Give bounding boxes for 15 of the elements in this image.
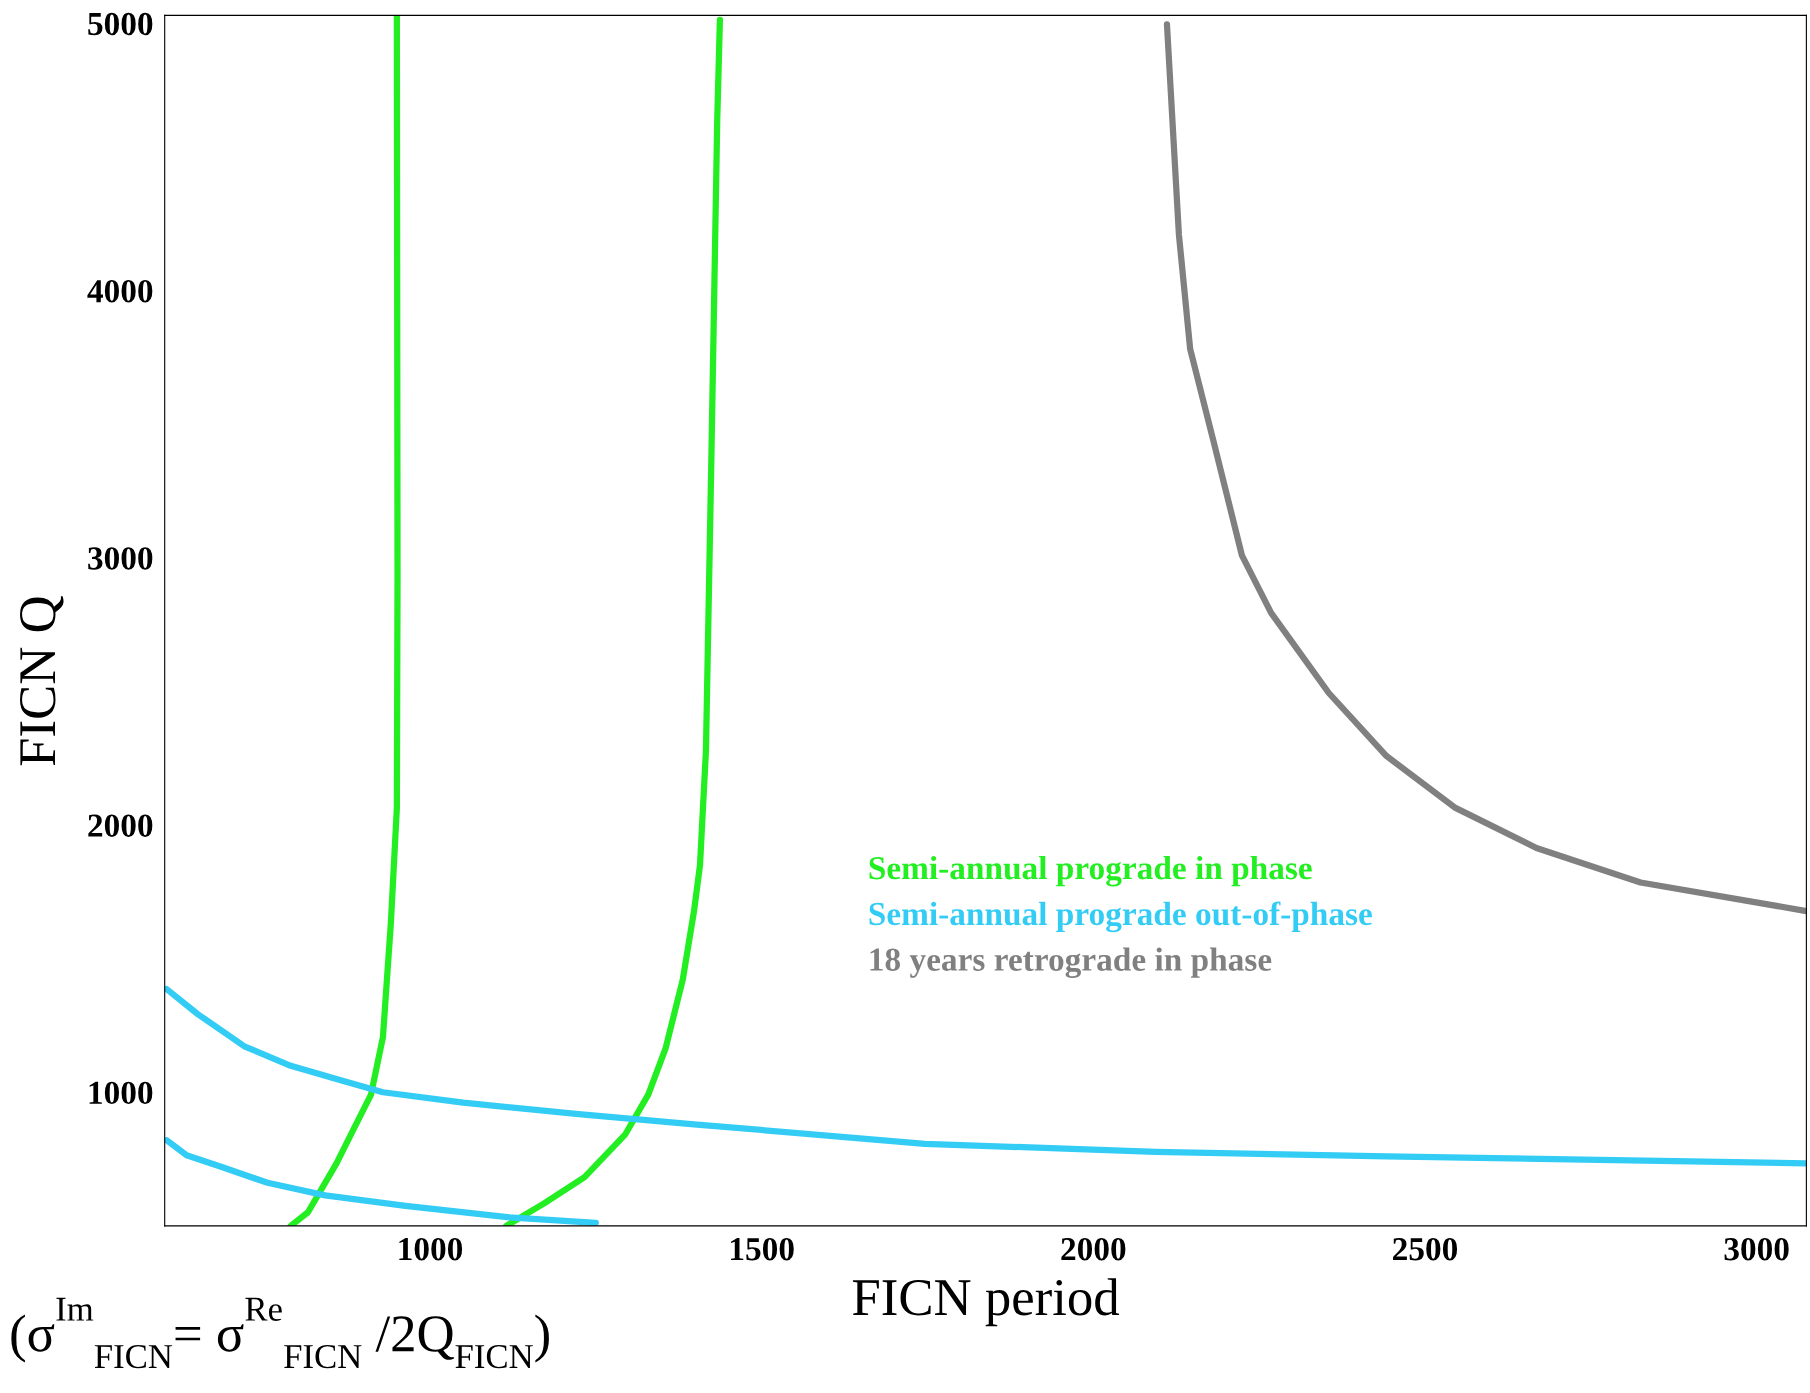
y-tick-label: 4000 [87,279,153,303]
x-tick-label: 3000 [1724,1237,1789,1261]
x-tick-label: 1000 [399,1237,463,1261]
text: 18 years retrograde in phase [870,947,1272,978]
y-axis-title: FICN Q [20,596,64,766]
y-tick-label: 5000 [88,12,153,36]
x-tick-label: 1500 [731,1237,794,1261]
x-tick-label: 2500 [1393,1237,1458,1261]
x-tick-label: 2000 [1061,1237,1126,1261]
y-tick-label: 2000 [88,814,153,837]
x-axis-title: FICN period [852,1278,1120,1327]
y-tick-label: 1000 [89,1081,153,1105]
y-tick-label: 3000 [88,547,153,570]
text: Semi-annual prograde out-of-phase [869,901,1372,933]
text: Semi-annual prograde in phase [869,855,1312,887]
